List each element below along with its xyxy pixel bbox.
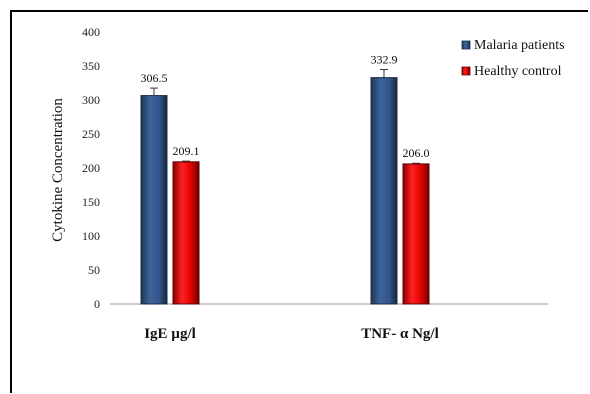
bar: [140, 95, 168, 305]
x-category-label: IgE µg/l: [144, 326, 196, 342]
data-label: 332.9: [371, 52, 398, 66]
bars: [140, 68, 430, 305]
axes: 0 50 100 150 200 250 300 350 400 IgE µg/l TNF- α N…: [82, 25, 548, 342]
y-tick-label: 200: [82, 161, 100, 175]
bar: [370, 77, 398, 305]
legend-swatch: [461, 66, 471, 76]
y-tick-label: 150: [82, 195, 100, 209]
y-tick-label: 0: [94, 297, 100, 311]
y-tick-label: 50: [88, 263, 100, 277]
y-axis-label: Cytokine Concentration: [50, 98, 66, 242]
y-tick-label: 400: [82, 25, 100, 39]
y-tick-label: 300: [82, 93, 100, 107]
data-label: 206.0: [403, 146, 430, 160]
y-tick-label: 350: [82, 59, 100, 73]
legend-label: Malaria patients: [474, 38, 565, 53]
data-label: 306.5: [141, 71, 168, 85]
x-category-label: TNF- α Ng/l: [361, 326, 439, 342]
legend-swatch: [461, 40, 471, 50]
bar: [172, 161, 200, 305]
legend-label: Healthy control: [474, 64, 562, 79]
bar: [402, 163, 430, 305]
legend: Malaria patients Healthy control: [461, 38, 565, 79]
data-labels: 306.5 209.1 332.9 206.0: [141, 52, 430, 160]
y-tick-label: 250: [82, 127, 100, 141]
chart-frame: [10, 10, 588, 393]
y-tick-label: 100: [82, 229, 100, 243]
data-label: 209.1: [173, 144, 200, 158]
